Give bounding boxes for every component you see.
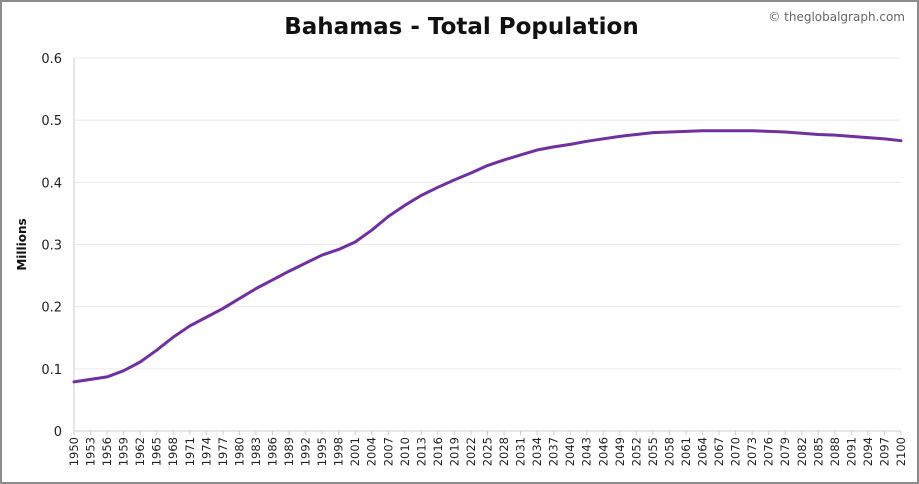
x-tick-label: 2091	[844, 437, 858, 466]
x-tick-label: 1995	[315, 437, 329, 466]
x-tick-label: 2001	[348, 437, 362, 466]
x-tick-label: 2037	[547, 437, 561, 466]
x-tick-label: 2034	[530, 437, 544, 466]
x-tick-label: 2094	[861, 437, 875, 466]
x-tick-label: 2079	[778, 437, 792, 466]
y-tick-label: 0.4	[41, 176, 62, 191]
x-tick-label: 1986	[265, 437, 279, 466]
x-tick-label: 2064	[696, 437, 710, 466]
x-tick-label: 1971	[183, 437, 197, 466]
y-axis-label: Millions	[15, 218, 29, 270]
chart-title: Bahamas - Total Population	[284, 14, 639, 40]
x-tick-label: 2058	[662, 437, 676, 466]
x-tick-label: 1983	[249, 437, 263, 466]
x-tick-label: 2097	[877, 437, 891, 466]
x-tick-label: 1968	[166, 437, 180, 466]
y-tick-label: 0.6	[41, 52, 62, 67]
x-tick-label: 2046	[596, 437, 610, 466]
x-tick-label: 1950	[67, 437, 81, 466]
x-tick-label: 1974	[199, 437, 213, 466]
x-tick-label: 1965	[150, 437, 164, 466]
x-tick-label: 2016	[431, 437, 445, 466]
x-tick-label: 2073	[745, 437, 759, 466]
x-tick-label: 2007	[381, 437, 395, 466]
x-tick-label: 1956	[100, 437, 114, 466]
x-tick-label: 2049	[613, 437, 627, 466]
x-tick-label: 2013	[414, 437, 428, 466]
x-tick-label: 2025	[481, 437, 495, 466]
watermark: © theglobalgraph.com	[768, 10, 905, 24]
x-tick-label: 2088	[828, 437, 842, 466]
x-tick-label: 2055	[646, 437, 660, 466]
x-tick-label: 2100	[894, 437, 908, 466]
y-tick-label: 0.1	[41, 363, 62, 378]
x-tick-label: 2028	[497, 437, 511, 466]
x-tick-label: 2082	[795, 437, 809, 466]
y-tick-label: 0	[54, 425, 62, 440]
y-tick-label: 0.2	[41, 301, 62, 316]
x-tick-label: 2067	[712, 437, 726, 466]
y-tick-label: 0.3	[41, 239, 62, 254]
x-tick-label: 2004	[365, 437, 379, 466]
x-tick-label: 1953	[84, 437, 98, 466]
x-tick-label: 2085	[811, 437, 825, 466]
x-tick-label: 2019	[447, 437, 461, 466]
y-tick-label: 0.5	[41, 114, 62, 129]
x-tick-label: 2052	[629, 437, 643, 466]
x-tick-label: 1980	[232, 437, 246, 466]
x-tick-label: 2010	[398, 437, 412, 466]
x-tick-label: 1989	[282, 437, 296, 466]
x-tick-label: 1962	[133, 437, 147, 466]
x-tick-label: 2040	[563, 437, 577, 466]
x-tick-label: 2043	[580, 437, 594, 466]
x-tick-label: 2022	[464, 437, 478, 466]
x-tick-label: 2031	[514, 437, 528, 466]
x-tick-label: 2061	[679, 437, 693, 466]
x-tick-label: 1992	[299, 437, 313, 466]
x-tick-label: 2076	[762, 437, 776, 466]
population-line	[72, 129, 903, 384]
x-tick-label: 2070	[729, 437, 743, 466]
x-tick-label: 1977	[216, 437, 230, 466]
x-tick-label: 1959	[117, 437, 131, 466]
x-tick-label: 1998	[332, 437, 346, 466]
